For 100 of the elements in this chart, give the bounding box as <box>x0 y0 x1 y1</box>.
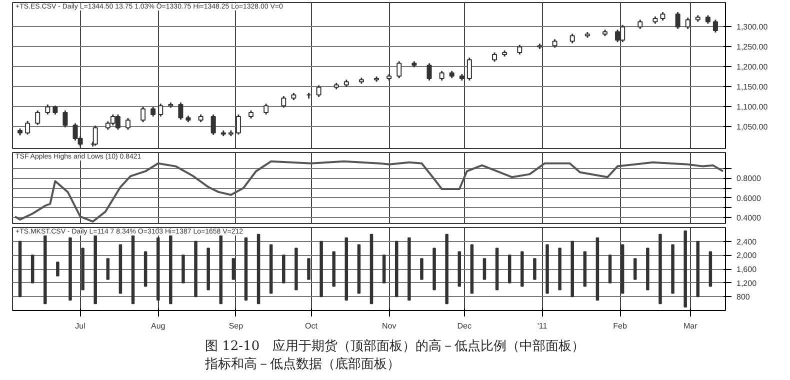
bar <box>30 254 34 284</box>
y-tick-label: 1,050.00 <box>736 122 768 132</box>
bar <box>408 237 411 301</box>
bar <box>81 248 84 290</box>
bar <box>232 258 236 280</box>
bar <box>508 254 512 284</box>
y-tick-label: 1,200.00 <box>736 62 768 72</box>
candlestick <box>25 120 30 136</box>
bar <box>533 258 536 280</box>
x-tick-label: Feb <box>613 322 628 330</box>
bar <box>282 254 286 284</box>
bar <box>169 234 172 304</box>
bar <box>219 234 223 304</box>
x-tick-label: '11 <box>537 322 548 330</box>
bar <box>708 251 712 287</box>
bar <box>357 244 361 294</box>
bar <box>620 244 624 294</box>
candlestick <box>281 95 286 108</box>
candlestick <box>570 32 575 44</box>
x-tick-label: Aug <box>150 322 166 330</box>
bar <box>596 237 600 301</box>
bar <box>382 254 386 284</box>
candlestick <box>158 102 164 118</box>
x-tick-label: Dec <box>457 322 472 330</box>
candlestick <box>150 106 156 118</box>
bar <box>633 258 637 280</box>
bar <box>684 230 687 308</box>
bar <box>495 248 499 290</box>
bar <box>558 248 562 290</box>
bar <box>520 251 524 287</box>
candlestick <box>45 104 50 116</box>
candlestick <box>316 84 322 98</box>
x-tick-label: Nov <box>382 322 396 330</box>
caption: 图 12-10 应用于期货（顶部面板）的高－低点比例（中部面板） <box>205 339 585 354</box>
line-series <box>14 160 724 223</box>
candlestick <box>492 52 498 62</box>
candlestick <box>685 16 690 30</box>
y-tick-label: 1,300.00 <box>736 22 768 32</box>
x-tick-label: Oct <box>305 322 318 330</box>
bar <box>646 248 650 290</box>
bar <box>307 258 310 280</box>
bar <box>294 248 298 290</box>
bar <box>194 240 198 298</box>
bar <box>18 240 22 298</box>
candlestick <box>712 18 718 34</box>
bar <box>256 234 260 304</box>
bar <box>671 244 674 294</box>
candlestick <box>517 44 522 56</box>
candlestick <box>35 110 40 126</box>
text: 指标和高－低点数据（底部面板） <box>205 357 400 372</box>
y-tick-label: 1,150.00 <box>736 82 768 92</box>
bar <box>546 244 549 294</box>
candlestick <box>140 106 146 123</box>
bar <box>106 258 110 280</box>
candlestick <box>466 56 472 82</box>
y-tick-label: 0.6000 <box>736 194 762 203</box>
y-tick-label: 2,400 <box>736 237 758 246</box>
bar <box>244 237 248 301</box>
bar <box>320 240 323 298</box>
candlestick <box>396 60 402 79</box>
bar <box>206 248 210 290</box>
bar <box>658 234 662 304</box>
bar <box>44 234 47 304</box>
bar <box>344 237 348 301</box>
candlestick <box>178 102 184 120</box>
bar <box>445 234 448 304</box>
bar <box>482 258 486 280</box>
candlestick <box>210 114 216 136</box>
y-tick-label: 0.4000 <box>736 214 762 223</box>
bar <box>131 234 135 304</box>
bar <box>269 244 273 294</box>
bar <box>118 244 122 294</box>
candlestick <box>675 11 680 30</box>
x-tick-label: Sep <box>228 322 244 330</box>
y-tick-label: 2,000 <box>736 251 758 260</box>
candlestick <box>125 117 130 130</box>
y-tick-label: 0.8000 <box>736 174 762 184</box>
y-tick-label: 1,250.00 <box>736 42 768 52</box>
bar <box>68 237 72 301</box>
bar <box>332 251 336 287</box>
bar <box>583 251 587 287</box>
y-tick-label: 1,200 <box>736 278 758 288</box>
candlestick <box>264 102 269 116</box>
candlestick <box>62 110 68 128</box>
candlestick <box>439 70 444 82</box>
bar <box>56 262 60 276</box>
bar <box>432 248 436 290</box>
candlestick <box>236 114 241 136</box>
candlestick <box>426 62 432 82</box>
bar <box>94 234 97 304</box>
y-tick-label: 1,100.00 <box>736 102 768 112</box>
bar <box>182 254 185 284</box>
bar <box>570 240 574 298</box>
y-tick-label: 1,600 <box>736 265 758 274</box>
x-tick-label: Mar <box>683 322 698 330</box>
candlestick <box>638 18 643 30</box>
bar <box>420 258 424 280</box>
bar <box>458 251 462 287</box>
bar <box>370 234 374 304</box>
bar <box>144 251 148 287</box>
